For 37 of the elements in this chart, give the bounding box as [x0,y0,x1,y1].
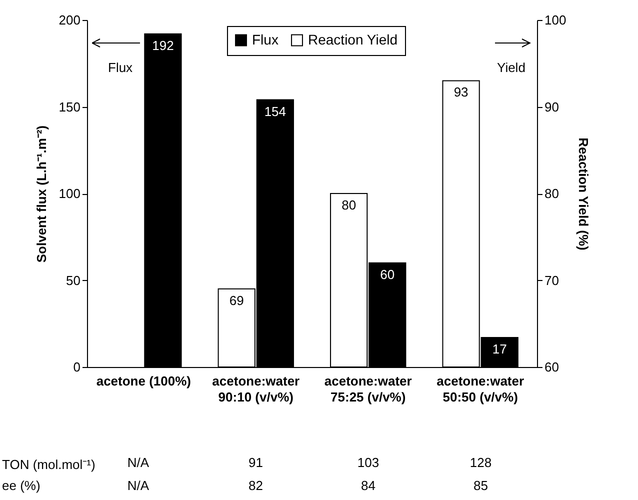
text: 84 [361,478,376,493]
y2-tick-label: 80 [544,186,559,201]
y-tick-label: 0 [73,360,80,374]
data-label: 192 [152,38,174,53]
text: 85 [474,478,488,493]
data-label: 17 [492,342,507,357]
y2-axis-title: Reaction Yield (%) [576,138,592,250]
y-tick-label: 200 [58,12,80,28]
annotation: Yield [497,60,526,75]
y-axis-title: Solvent flux (L.h⁻¹.m⁻²) [34,125,49,263]
text: 128 [470,455,492,470]
text: 82 [248,478,263,493]
legend-label: Reaction Yield [308,31,398,48]
y2-tick-label: 70 [544,272,559,288]
x-tick-label: acetone:water 75:25 (v/v%) [324,374,412,404]
x-tick-label: acetone:water 90:10 (v/v%) [212,374,300,404]
text: N/A [127,455,150,470]
annotation: Flux [108,60,133,75]
data-label: 69 [229,292,244,308]
data-label: 154 [264,104,286,119]
y2-tick-label: 60 [544,360,559,374]
legend-label: Flux [252,31,278,48]
text: N/A [127,478,150,493]
text: TON (mol.mol⁻¹) [2,456,96,473]
y-tick-label: 50 [66,272,80,288]
y2-tick-label: 100 [544,12,566,28]
y-tick-label: 150 [58,99,80,114]
text: 91 [248,455,263,470]
text: 103 [357,455,380,470]
x-tick-label: acetone (100%) [96,374,191,388]
data-label: 80 [342,198,356,212]
data-label: 93 [454,84,468,100]
y2-tick-label: 90 [544,99,559,114]
text: ee (%) [2,478,40,493]
data-label: 60 [380,266,395,282]
x-tick-label: acetone:water 50:50 (v/v%) [436,374,524,404]
y-tick-label: 100 [58,186,80,201]
